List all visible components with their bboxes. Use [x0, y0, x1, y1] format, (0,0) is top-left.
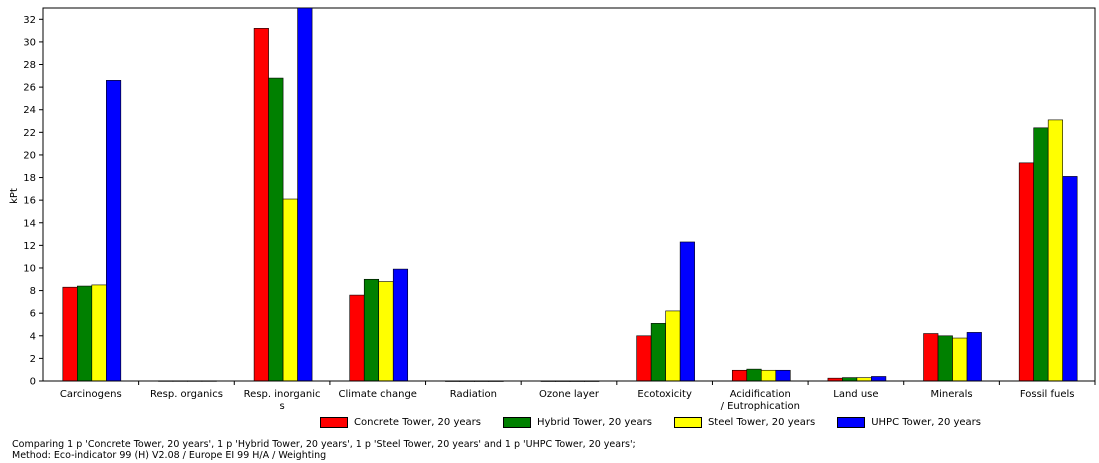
- bar: [760, 369, 777, 382]
- bar: [392, 268, 409, 382]
- bar: [665, 310, 681, 382]
- bar: [378, 281, 394, 382]
- category-label: Resp. inorganic: [244, 389, 321, 400]
- category-label: Minerals: [930, 389, 972, 400]
- bar: [1047, 119, 1063, 382]
- bar: [1018, 162, 1034, 382]
- bar: [856, 377, 872, 382]
- y-tick-label: 24: [23, 105, 36, 116]
- y-tick-label: 10: [23, 263, 36, 274]
- category-label: Acidification: [730, 389, 791, 400]
- y-tick-label: 0: [30, 377, 36, 388]
- bar: [282, 198, 298, 382]
- legend-label: Hybrid Tower, 20 years: [536, 417, 652, 428]
- legend: Concrete Tower, 20 years Hybrid Tower, 20…: [320, 417, 1003, 428]
- legend-swatch: [673, 417, 702, 428]
- bar: [268, 77, 284, 382]
- y-tick-label: 20: [23, 150, 36, 161]
- legend-item: Hybrid Tower, 20 years: [502, 417, 652, 428]
- legend-label: Steel Tower, 20 years: [707, 417, 816, 428]
- y-tick-label: 32: [23, 15, 36, 26]
- y-tick-label: 12: [23, 241, 36, 252]
- caption: Comparing 1 p 'Concrete Tower, 20 years'…: [12, 439, 636, 461]
- bar: [1062, 176, 1078, 382]
- y-tick-label: 2: [30, 354, 36, 365]
- y-tick-label: 4: [30, 331, 36, 342]
- y-tick-label: 18: [23, 173, 36, 184]
- bar: [363, 278, 380, 382]
- bar: [966, 332, 982, 382]
- bar: [952, 337, 968, 382]
- bar: [679, 241, 695, 382]
- legend-item: Concrete Tower, 20 years: [320, 417, 481, 428]
- caption-line-1: Comparing 1 p 'Concrete Tower, 20 years'…: [12, 439, 636, 450]
- category-label: s: [279, 401, 284, 412]
- category-label: Carcinogens: [60, 389, 122, 400]
- category-label: / Eutrophication: [721, 401, 800, 412]
- bar: [775, 369, 791, 382]
- legend-swatch: [837, 417, 866, 428]
- bar: [871, 376, 887, 382]
- y-axis-label: kPt: [9, 188, 20, 204]
- bar: [731, 369, 748, 382]
- bar: [650, 323, 666, 382]
- y-tick-label: 22: [23, 128, 36, 139]
- y-tick-label: 6: [30, 309, 36, 320]
- y-tick-label: 16: [23, 196, 36, 207]
- legend-swatch: [502, 417, 531, 428]
- legend-label: UHPC Tower, 20 years: [871, 417, 981, 428]
- bar: [1033, 127, 1049, 382]
- legend-item: Steel Tower, 20 years: [673, 417, 816, 428]
- x-axis-categories: Carcinogens Resp. organics Resp. inorganic…: [43, 380, 1096, 412]
- bar: [746, 368, 762, 382]
- bar: [636, 335, 652, 382]
- bar: [77, 285, 93, 382]
- category-label: Fossil fuels: [1020, 389, 1075, 400]
- caption-line-2: Method: Eco-indicator 99 (H) V2.08 / Eur…: [12, 450, 327, 461]
- category-label: Ozone layer: [539, 389, 600, 400]
- bar: [253, 28, 269, 382]
- bar: [91, 284, 107, 382]
- legend-label: Concrete Tower, 20 years: [354, 417, 481, 428]
- legend-swatch: [320, 417, 348, 428]
- y-tick-label: 8: [30, 286, 36, 297]
- category-label: Radiation: [450, 389, 497, 400]
- y-tick-label: 30: [23, 37, 36, 48]
- bar: [62, 286, 78, 382]
- bar: [106, 80, 122, 382]
- bar: [842, 377, 858, 382]
- bar: [923, 333, 939, 382]
- category-label: Climate change: [338, 389, 416, 400]
- legend-item: UHPC Tower, 20 years: [837, 417, 981, 428]
- y-tick-label: 14: [23, 218, 36, 229]
- bar: [937, 335, 953, 382]
- bar: [349, 294, 365, 382]
- category-label: Resp. organics: [150, 389, 223, 400]
- y-tick-label: 26: [23, 83, 36, 94]
- bars: [62, 7, 1078, 382]
- category-label: Ecotoxicity: [637, 389, 692, 400]
- bar: [297, 7, 313, 382]
- y-tick-label: 28: [23, 60, 36, 71]
- category-label: Land use: [833, 389, 878, 400]
- plot-frame: [42, 7, 1096, 382]
